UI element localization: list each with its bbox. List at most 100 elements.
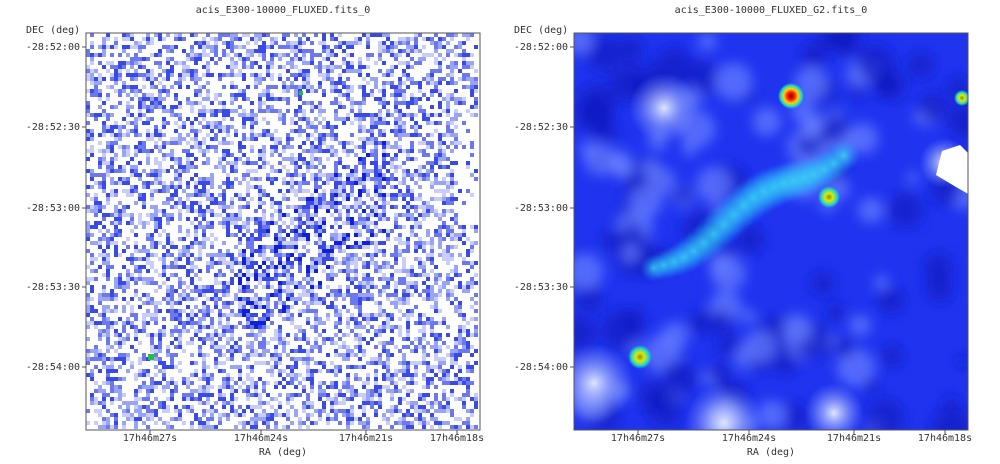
texture-blob — [810, 271, 835, 296]
image-pixels — [86, 33, 478, 429]
y-tick-label: -28:53:30 — [26, 282, 80, 293]
texture-blob — [866, 399, 905, 430]
x-tick-label: 17h46m24s — [234, 433, 288, 444]
texture-blob — [827, 33, 863, 57]
y-tick-label: -28:52:00 — [26, 42, 80, 53]
texture-blob — [574, 253, 604, 291]
texture-blob — [834, 337, 855, 358]
texture-blob — [711, 256, 746, 292]
texture-blob — [857, 45, 895, 83]
texture-blob — [752, 107, 782, 136]
texture-blob — [923, 252, 953, 283]
x-tick-label: 17h46m24s — [722, 433, 776, 444]
smoothed-image — [574, 33, 968, 430]
texture-blob — [673, 186, 692, 205]
pale-patch — [804, 383, 864, 430]
texture-blob — [617, 37, 644, 63]
texture-blob — [877, 287, 905, 315]
pale-patch — [574, 343, 634, 423]
texture-blob — [698, 33, 717, 51]
texture-blob — [947, 102, 968, 140]
texture-blob — [682, 142, 697, 157]
texture-blob — [858, 197, 884, 223]
source — [148, 354, 154, 360]
texture-blob — [584, 143, 617, 176]
source — [299, 91, 303, 95]
texture-blob — [849, 84, 865, 101]
texture-blob — [594, 118, 619, 143]
x-tick-label: 17h46m27s — [123, 433, 177, 444]
texture-blob — [586, 35, 622, 72]
y-tick-label: -28:53:00 — [514, 203, 568, 214]
y-tick-label: -28:53:30 — [514, 282, 568, 293]
texture-blob — [602, 228, 626, 253]
source — [628, 345, 652, 369]
x-axis-label: RA (deg) — [747, 447, 795, 458]
texture-blob — [708, 362, 731, 385]
texture-blob — [741, 309, 756, 324]
texture-blob — [887, 192, 923, 228]
texture-blob — [689, 311, 714, 336]
panel-title: acis_E300-10000_FLUXED.fits_0 — [196, 5, 371, 16]
texture-blob — [918, 92, 948, 123]
panel-title: acis_E300-10000_FLUXED_G2.fits_0 — [675, 5, 868, 16]
y-tick-label: -28:52:00 — [514, 42, 568, 53]
y-axis-label: DEC (deg) — [514, 25, 568, 36]
texture-blob — [647, 392, 683, 427]
source — [818, 186, 840, 208]
texture-blob — [714, 62, 753, 101]
texture-blob — [827, 303, 845, 322]
image-frame — [573, 32, 969, 431]
texture-blob — [696, 166, 733, 203]
texture-blob — [661, 360, 697, 396]
image-pixels — [238, 141, 386, 329]
texture-blob — [862, 378, 880, 395]
texture-blob — [640, 157, 662, 180]
source — [778, 83, 804, 109]
texture-blob — [931, 407, 968, 430]
texture-blob — [577, 286, 603, 312]
x-tick-label: 17h46m18s — [430, 433, 484, 444]
x-tick-label: 17h46m21s — [827, 433, 881, 444]
y-tick-label: -28:52:30 — [26, 122, 80, 133]
pale-patch — [629, 73, 699, 143]
texture-blob — [601, 309, 642, 350]
y-tick-label: -28:54:00 — [514, 362, 568, 373]
saturated-patch — [936, 145, 968, 194]
texture-blob — [574, 33, 594, 55]
texture-blob — [821, 114, 849, 142]
y-tick-label: -28:54:00 — [26, 362, 80, 373]
y-tick-label: -28:52:30 — [514, 122, 568, 133]
texture-blob — [782, 402, 810, 430]
x-tick-label: 17h46m21s — [339, 433, 393, 444]
image-frame — [85, 32, 481, 431]
image-pixels — [86, 33, 478, 429]
texture-blob — [942, 395, 959, 412]
texture-blob — [717, 334, 740, 357]
texture-blob — [709, 310, 733, 335]
texture-blob — [880, 345, 903, 368]
texture-blob — [849, 314, 871, 337]
x-tick-label: 17h46m27s — [611, 433, 665, 444]
texture-blob — [956, 355, 968, 368]
texture-blob — [836, 348, 875, 387]
y-axis-label: DEC (deg) — [26, 25, 80, 36]
texture-blob — [743, 329, 778, 363]
x-axis-label: RA (deg) — [259, 447, 307, 458]
texture-blob — [907, 171, 920, 185]
texture-blob — [800, 118, 823, 141]
texture-blob — [756, 400, 787, 430]
texture-blob — [925, 274, 954, 303]
source — [954, 90, 968, 106]
y-tick-label: -28:53:00 — [26, 203, 80, 214]
texture-blob — [781, 313, 812, 345]
texture-blob — [612, 157, 634, 179]
diffuse-emission — [827, 139, 861, 172]
texture-blob — [874, 275, 889, 290]
texture-blob — [574, 315, 597, 349]
texture-blob — [800, 42, 828, 70]
texture-blob — [908, 52, 935, 79]
image-pixels — [86, 33, 478, 429]
